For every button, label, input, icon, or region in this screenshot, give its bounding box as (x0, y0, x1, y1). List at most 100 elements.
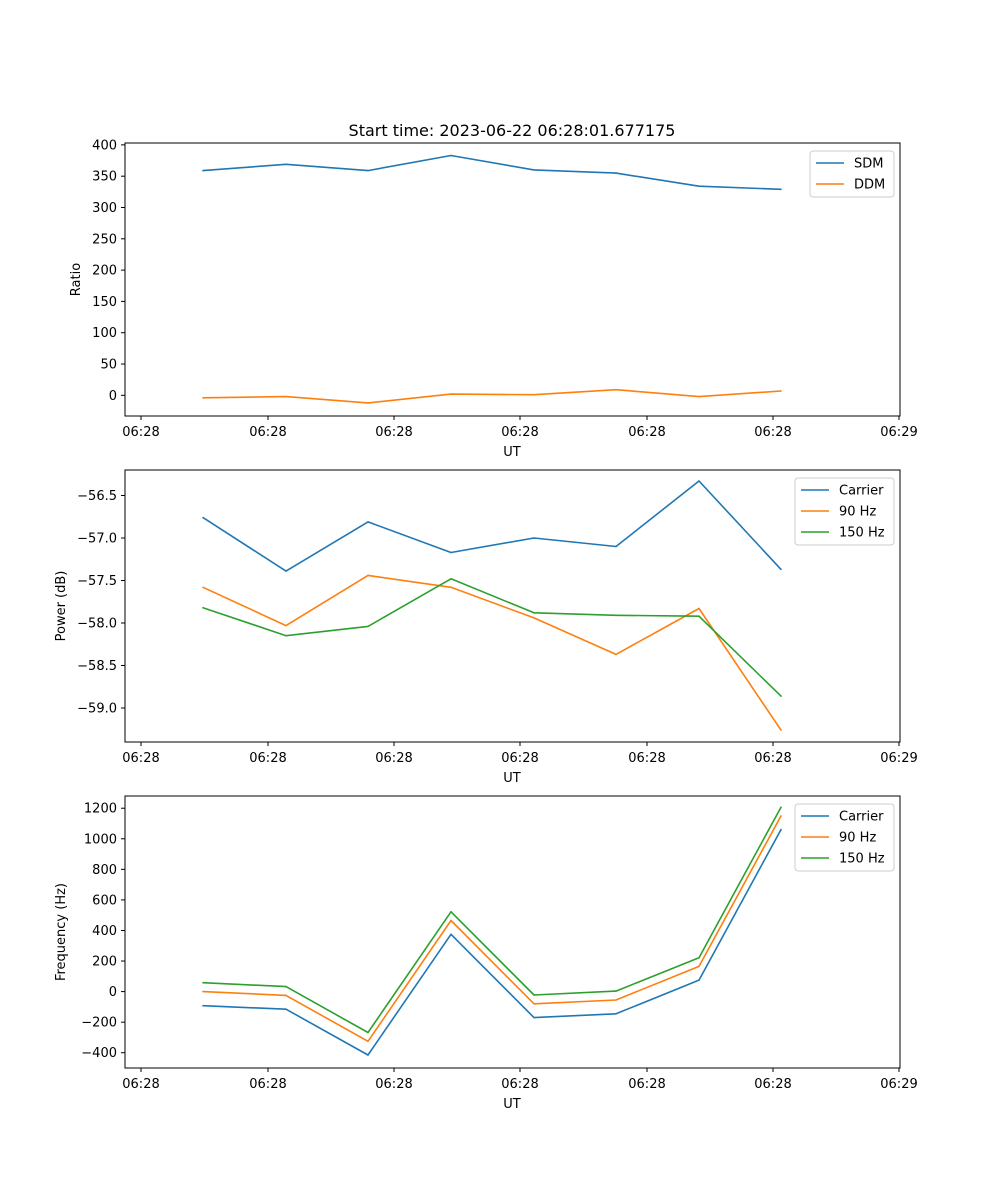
data-point (450, 919, 452, 922)
plot-frame (124, 142, 901, 417)
series-line-sdm (202, 154, 782, 191)
x-tick-label: 06:28 (754, 751, 791, 766)
data-point (780, 806, 782, 808)
y-tick-label: 350 (92, 170, 117, 185)
data-point (367, 574, 369, 577)
y-tick-label: −57.0 (77, 532, 117, 547)
figure-title: Start time: 2023-06-22 06:28:01.677175 (349, 121, 676, 140)
y-tick-label: −200 (81, 1016, 117, 1031)
y-tick-label: 400 (92, 138, 117, 153)
data-point (285, 1008, 287, 1010)
x-tick-label: 06:28 (501, 1077, 538, 1092)
data-point (202, 516, 204, 519)
y-tick-label: 0 (109, 985, 117, 1000)
data-point (202, 990, 204, 993)
data-point (285, 634, 287, 637)
data-point (698, 965, 700, 968)
y-tick-label: −58.5 (77, 659, 117, 674)
data-point (367, 1054, 369, 1056)
x-axis-label: UT (503, 445, 521, 460)
x-axis-label: UT (503, 1097, 521, 1112)
y-tick-label: −58.0 (77, 617, 117, 632)
series-line-90-hz (202, 815, 782, 1043)
y-tick-label: 0 (109, 389, 117, 404)
y-tick-label: 200 (92, 955, 117, 970)
x-tick-label: 06:28 (501, 425, 538, 440)
data-point (450, 154, 452, 157)
legend-label: Carrier (839, 484, 884, 499)
series-line-ddm (202, 388, 782, 404)
data-point (285, 395, 287, 398)
plot-frame (124, 469, 901, 743)
data-point (533, 537, 535, 539)
y-tick-label: 300 (92, 201, 117, 216)
y-tick-label: −400 (81, 1046, 117, 1061)
legend-label: SDM (854, 157, 883, 172)
legend-box (794, 803, 895, 872)
y-tick-label: −56.5 (77, 489, 117, 504)
data-point (285, 624, 287, 627)
data-point (698, 480, 700, 482)
data-point (367, 521, 369, 523)
data-point (615, 1013, 617, 1015)
data-point (615, 999, 617, 1001)
x-axis-label: UT (503, 771, 521, 786)
y-tick-label: 200 (92, 264, 117, 279)
data-point (615, 990, 617, 992)
power-panel: 06:28 06:28 06:28 06:28 06:28 06:28 06:29 −59.0… (54, 469, 918, 786)
data-point (615, 614, 617, 617)
y-tick-label: −59.0 (77, 702, 117, 717)
frequency-panel: 06:28 06:28 06:28 06:28 06:28 06:28 06:29 −400 −… (54, 795, 918, 1112)
data-point (698, 395, 700, 398)
y-tick-label: 400 (92, 924, 117, 939)
data-point (615, 545, 617, 548)
data-point (202, 1004, 204, 1007)
x-tick-label: 06:28 (249, 751, 286, 766)
x-tick-label: 06:28 (249, 1077, 286, 1092)
data-point (533, 169, 535, 171)
data-point (450, 933, 452, 936)
x-tick-label: 06:28 (122, 425, 159, 440)
data-point (450, 551, 452, 554)
x-tick-label: 06:28 (122, 1077, 159, 1092)
data-point (615, 388, 617, 391)
data-point (367, 402, 369, 404)
data-point (780, 828, 782, 831)
x-tick-label: 06:29 (880, 425, 917, 440)
y-axis-label: Power (dB) (54, 571, 69, 642)
x-tick-label: 06:28 (375, 425, 412, 440)
x-tick-label: 06:28 (501, 751, 538, 766)
data-point (533, 617, 535, 619)
data-point (202, 169, 204, 172)
data-point (533, 1003, 535, 1005)
ratio-panel: 06:28 06:28 06:28 06:28 06:28 06:28 06:29 0 50 10… (69, 138, 918, 460)
series-line-150-hz (202, 806, 782, 1034)
data-point (285, 985, 287, 988)
data-point (615, 172, 617, 174)
y-tick-label: 600 (92, 893, 117, 908)
data-point (780, 568, 782, 571)
data-point (780, 815, 782, 817)
data-point (367, 169, 369, 172)
x-tick-label: 06:29 (880, 1077, 917, 1092)
data-point (780, 188, 782, 191)
y-axis-label: Ratio (69, 263, 84, 296)
legend-label: 90 Hz (839, 831, 876, 846)
legend-label: 90 Hz (839, 505, 876, 520)
y-tick-label: 1000 (84, 832, 117, 847)
x-tick-label: 06:28 (628, 1077, 665, 1092)
data-point (615, 653, 617, 656)
data-point (285, 163, 287, 166)
data-point (367, 1040, 369, 1043)
y-tick-label: 1200 (84, 802, 117, 817)
legend-label: DDM (854, 178, 885, 193)
y-tick-label: 50 (100, 358, 117, 373)
data-point (533, 393, 535, 396)
x-tick-label: 06:28 (754, 1077, 791, 1092)
y-tick-label: −57.5 (77, 574, 117, 589)
data-point (698, 607, 700, 610)
data-point (450, 393, 452, 395)
data-point (285, 570, 287, 572)
legend-box (794, 477, 895, 546)
y-tick-label: 100 (92, 326, 117, 341)
